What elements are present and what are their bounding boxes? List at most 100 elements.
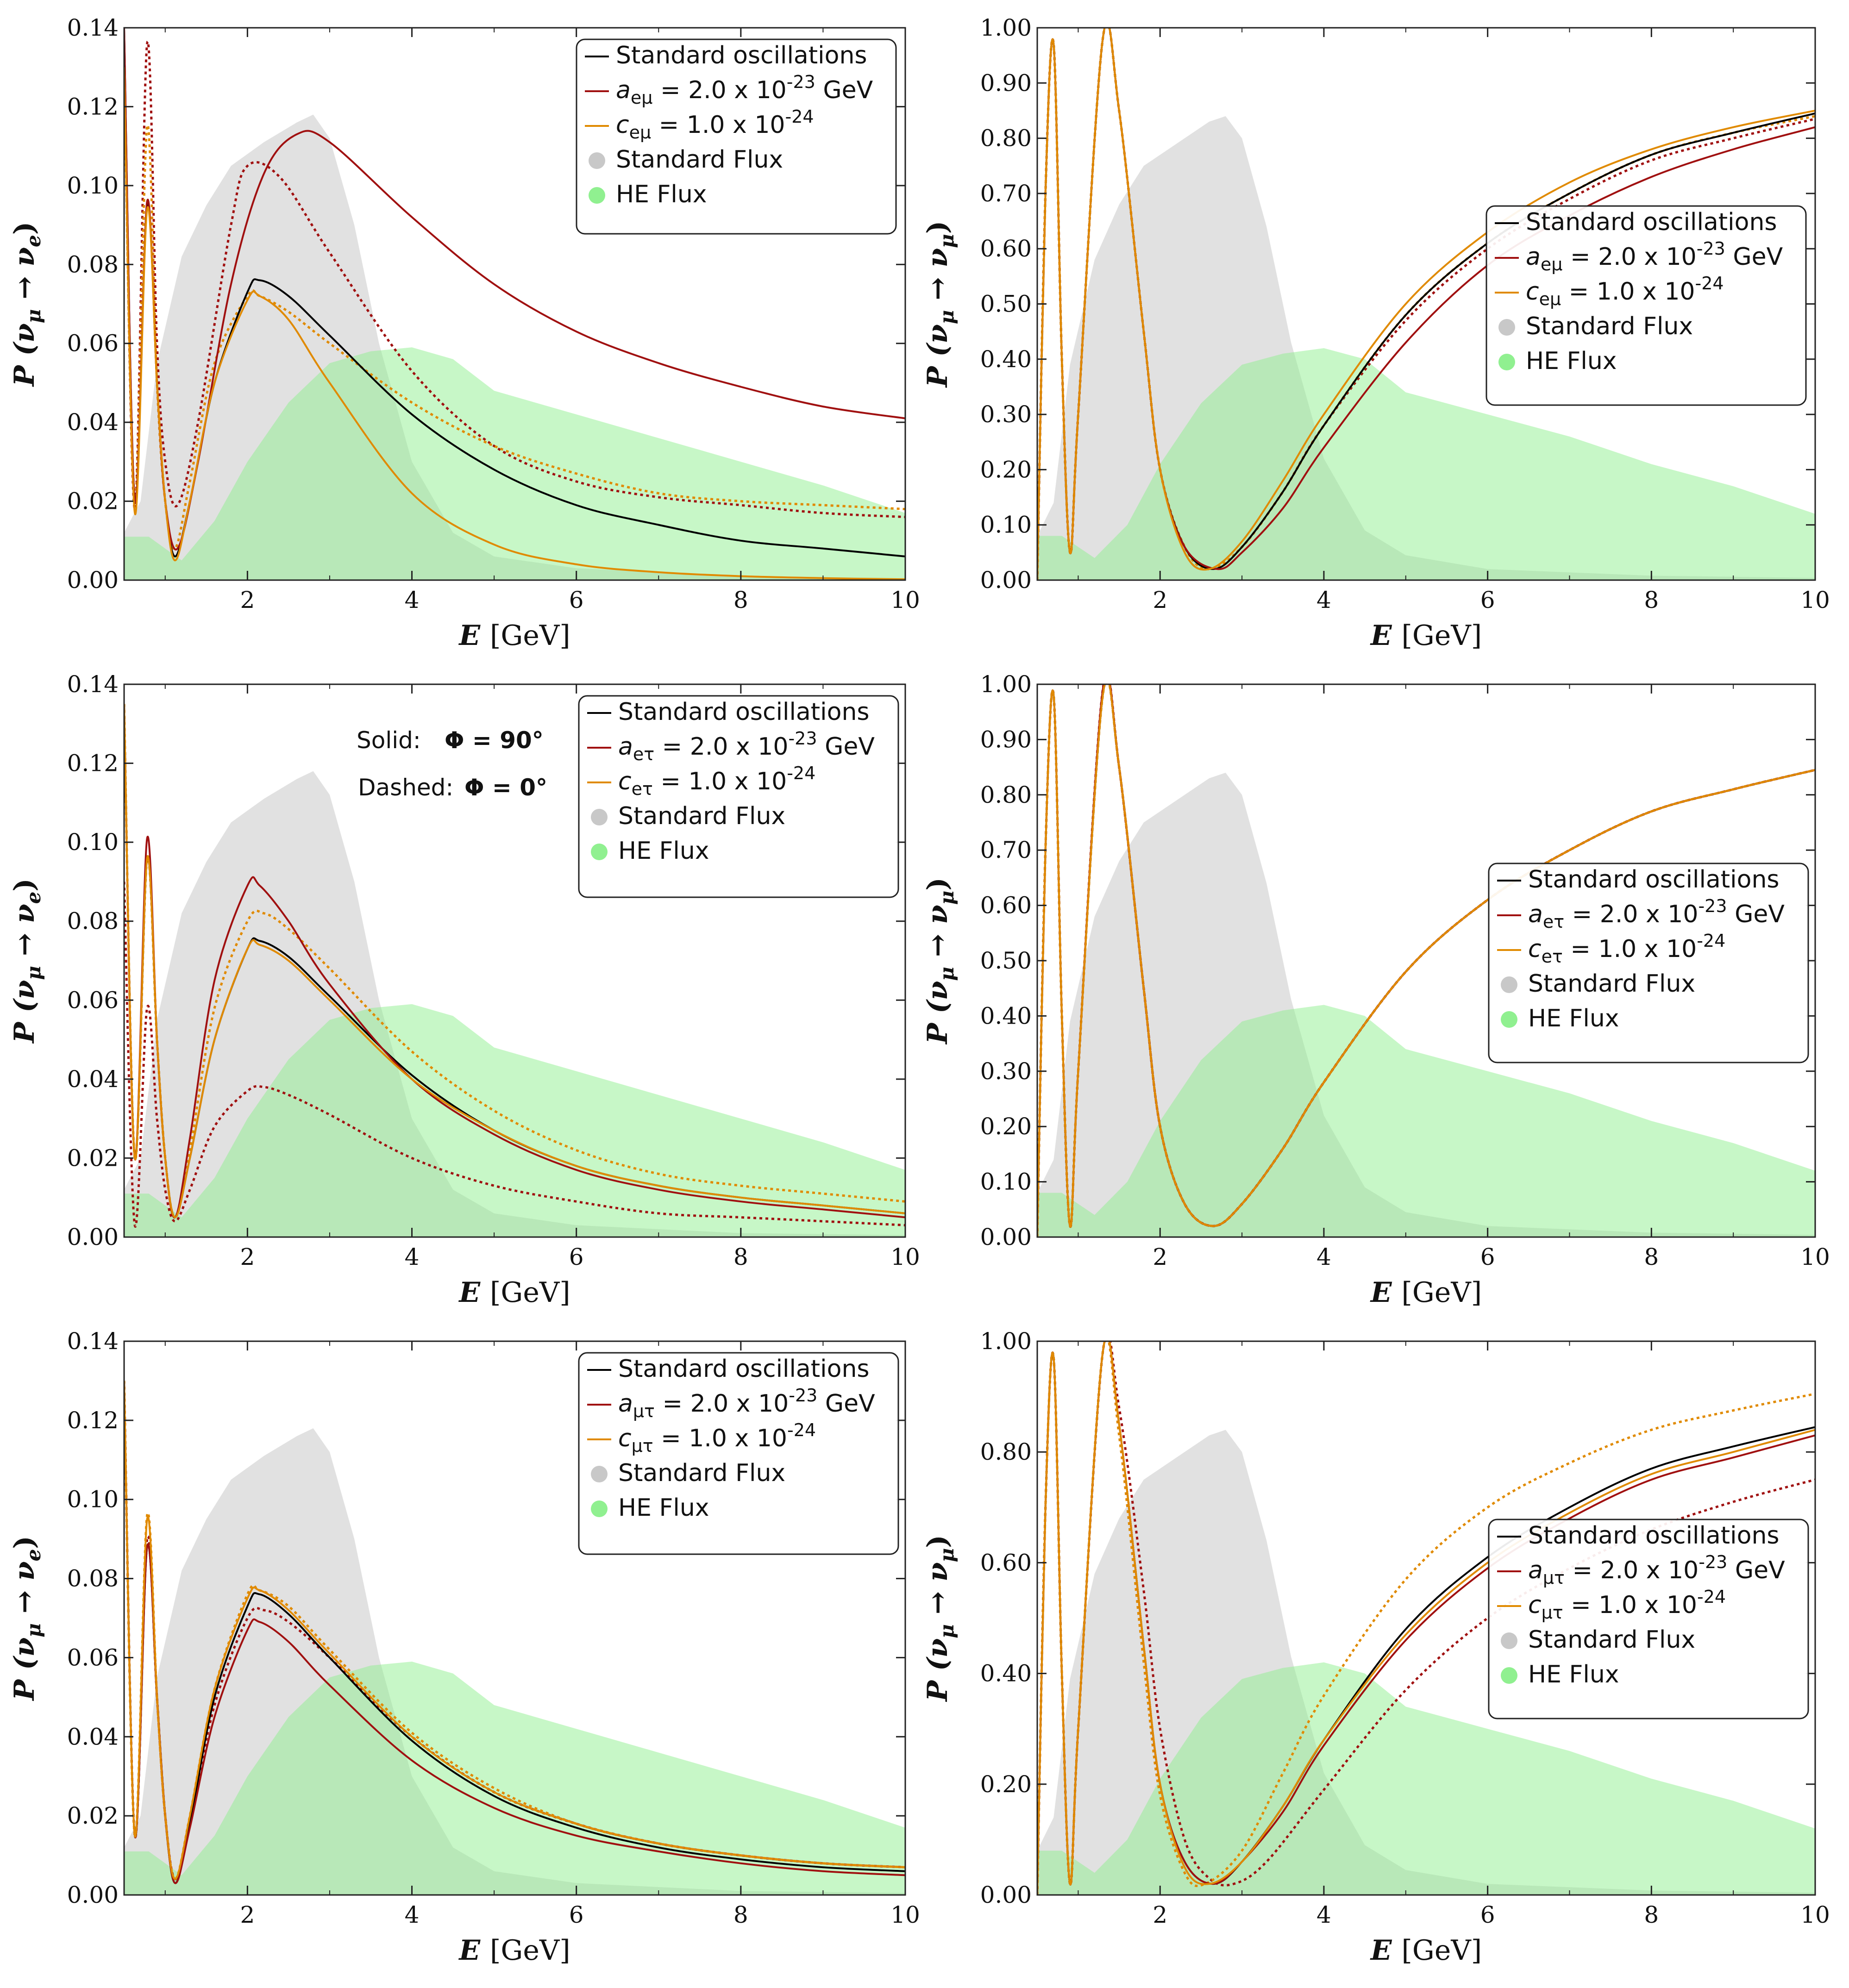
legend-box bbox=[1488, 1519, 1809, 1719]
x-tick-label: 4 bbox=[405, 1901, 420, 1928]
x-tick-label: 10 bbox=[890, 587, 920, 613]
y-tick-label: 1.00 bbox=[980, 14, 1032, 41]
he-flux-area bbox=[1037, 1662, 1815, 1895]
x-tick-label: 2 bbox=[1153, 1901, 1167, 1928]
y-tick-label: 0.30 bbox=[980, 401, 1032, 428]
series-line-2 bbox=[1037, 1341, 1815, 1895]
y-tick-label: 0.90 bbox=[980, 726, 1032, 753]
y-tick-label: 1.00 bbox=[980, 671, 1032, 698]
legend-swatch-he-flux bbox=[1498, 354, 1515, 370]
y-tick-label: 0.40 bbox=[980, 1002, 1032, 1029]
y-tick-label: 0.02 bbox=[67, 1144, 119, 1171]
legend-label-1: aμτ = 2.0 x 10-23 GeV bbox=[618, 1385, 875, 1421]
legend-label-3: Standard Flux bbox=[1528, 970, 1695, 998]
legend-label-3: Standard Flux bbox=[618, 802, 785, 830]
legend-label-4: HE Flux bbox=[1528, 1005, 1619, 1032]
x-tick-label: 4 bbox=[1316, 1901, 1331, 1928]
x-tick-label: 6 bbox=[1480, 1901, 1495, 1928]
legend-swatch-he-flux bbox=[591, 844, 608, 860]
chart-panel-row1-right: 2 4 6 8 10 0.00 0.10 0.20 0.30 0.40 0.50 0.60 0.70 0.… bbox=[921, 14, 1830, 652]
y-axis-title: P (νμ → νμ) bbox=[921, 221, 958, 388]
legend-swatch-standard-flux bbox=[1501, 1632, 1517, 1649]
legend-swatch-standard-flux bbox=[591, 1466, 608, 1482]
legend-box bbox=[1488, 863, 1809, 1063]
annotation-dashed: Dashed: bbox=[358, 774, 453, 801]
y-tick-label: 0.02 bbox=[67, 488, 119, 515]
x-tick-label: 8 bbox=[1644, 1244, 1659, 1270]
y-tick-label: 0.50 bbox=[980, 947, 1032, 974]
x-tick-label: 4 bbox=[405, 587, 420, 613]
x-tick-label: 6 bbox=[569, 1901, 584, 1928]
plot-area bbox=[124, 704, 905, 1237]
legend-swatch-standard-flux bbox=[1498, 319, 1515, 336]
chart-panel-row3-left: 2 4 6 8 10 0.00 0.02 0.04 0.06 0.08 0.10 0.12 0.14 E … bbox=[8, 1328, 920, 1967]
chart-panel-row1-left: 2 4 6 8 10 0.00 0.02 0.04 0.06 0.08 0.10 0.12 0.14 E … bbox=[8, 14, 920, 652]
legend-label-1: aeμ = 2.0 x 10-23 GeV bbox=[1526, 238, 1783, 275]
series-line-dashed-4 bbox=[124, 67, 905, 550]
y-tick-label: 0.10 bbox=[67, 172, 119, 199]
y-tick-label: 0.60 bbox=[980, 235, 1032, 262]
y-tick-label: 0.12 bbox=[67, 750, 119, 777]
y-tick-label: 0.04 bbox=[67, 1723, 119, 1750]
legend-label-0: Standard oscillations bbox=[1526, 208, 1777, 236]
y-tick-label: 0.00 bbox=[67, 1882, 119, 1908]
y-tick-label: 0.00 bbox=[67, 1224, 119, 1250]
x-tick-label: 8 bbox=[1644, 1901, 1659, 1928]
y-tick-label: 0.10 bbox=[67, 829, 119, 856]
legend-box bbox=[578, 1352, 899, 1555]
legend-swatch-he-flux bbox=[1501, 1667, 1517, 1684]
x-tick-label: 6 bbox=[569, 587, 584, 613]
x-tick-label: 4 bbox=[1316, 1244, 1331, 1270]
y-tick-label: 0.02 bbox=[67, 1802, 119, 1829]
chart-panel-row2-right: 2 4 6 8 10 0.00 0.10 0.20 0.30 0.40 0.50 0.60 0.70 0.… bbox=[921, 671, 1830, 1309]
chart-panel-row3-right: 2 4 6 8 10 0.00 0.20 0.40 0.60 0.80 1.00 E [GeV] P (… bbox=[921, 1328, 1830, 1967]
legend-label-3: Standard Flux bbox=[616, 146, 783, 174]
y-tick-label: 0.70 bbox=[980, 180, 1032, 207]
legend-swatch-he-flux bbox=[589, 187, 605, 204]
legend-swatch-standard-flux bbox=[591, 809, 608, 825]
legend-label-2: ceτ = 1.0 x 10-24 bbox=[618, 763, 815, 799]
y-tick-label: 0.10 bbox=[67, 1486, 119, 1513]
y-tick-label: 0.80 bbox=[980, 781, 1032, 808]
legend-label-3: Standard Flux bbox=[618, 1459, 785, 1487]
plot-frame bbox=[123, 1340, 906, 1896]
y-tick-label: 0.40 bbox=[980, 1660, 1032, 1687]
legend-label-0: Standard oscillations bbox=[1528, 866, 1780, 894]
legend-label-1: aeτ = 2.0 x 10-23 GeV bbox=[618, 728, 875, 764]
y-tick-label: 0.80 bbox=[980, 125, 1032, 152]
y-tick-label: 0.04 bbox=[67, 409, 119, 436]
y-tick-label: 0.10 bbox=[980, 512, 1032, 538]
x-tick-label: 4 bbox=[405, 1244, 420, 1270]
legend-label-4: HE Flux bbox=[616, 181, 707, 208]
y-axis-title: P (νμ → νe) bbox=[8, 1536, 45, 1701]
legend-label-4: HE Flux bbox=[618, 837, 709, 865]
legend-label-2: cμτ = 1.0 x 10-24 bbox=[1528, 1587, 1726, 1623]
legend-label-1: aeμ = 2.0 x 10-23 GeV bbox=[616, 72, 873, 108]
x-tick-label: 8 bbox=[733, 1244, 748, 1270]
y-tick-label: 0.40 bbox=[980, 346, 1032, 373]
x-tick-label: 8 bbox=[733, 1901, 748, 1928]
x-axis-title: E [GeV] bbox=[1370, 1276, 1482, 1309]
y-tick-label: 0.06 bbox=[67, 987, 119, 1013]
x-tick-label: 2 bbox=[240, 1901, 255, 1928]
y-tick-label: 0.20 bbox=[980, 1771, 1032, 1798]
plot-frame bbox=[1036, 1340, 1816, 1896]
plot-area bbox=[1037, 684, 1815, 1237]
series-line-2 bbox=[124, 1381, 905, 1880]
x-tick-label: 10 bbox=[1800, 1244, 1830, 1270]
he-flux-area bbox=[1037, 1005, 1815, 1237]
plot-frame bbox=[123, 27, 906, 581]
y-axis-title: P (νμ → νe) bbox=[8, 878, 45, 1044]
y-tick-label: 0.20 bbox=[980, 1113, 1032, 1140]
plot-frame bbox=[123, 683, 906, 1238]
he-flux-area bbox=[124, 1004, 905, 1237]
y-tick-label: 0.12 bbox=[67, 1407, 119, 1434]
x-axis-title: E [GeV] bbox=[458, 1934, 570, 1967]
legend-label-0: Standard oscillations bbox=[616, 42, 867, 69]
y-tick-label: 0.30 bbox=[980, 1058, 1032, 1085]
series-line-dashed-3 bbox=[124, 40, 905, 519]
x-axis-title: E [GeV] bbox=[1370, 1934, 1482, 1967]
